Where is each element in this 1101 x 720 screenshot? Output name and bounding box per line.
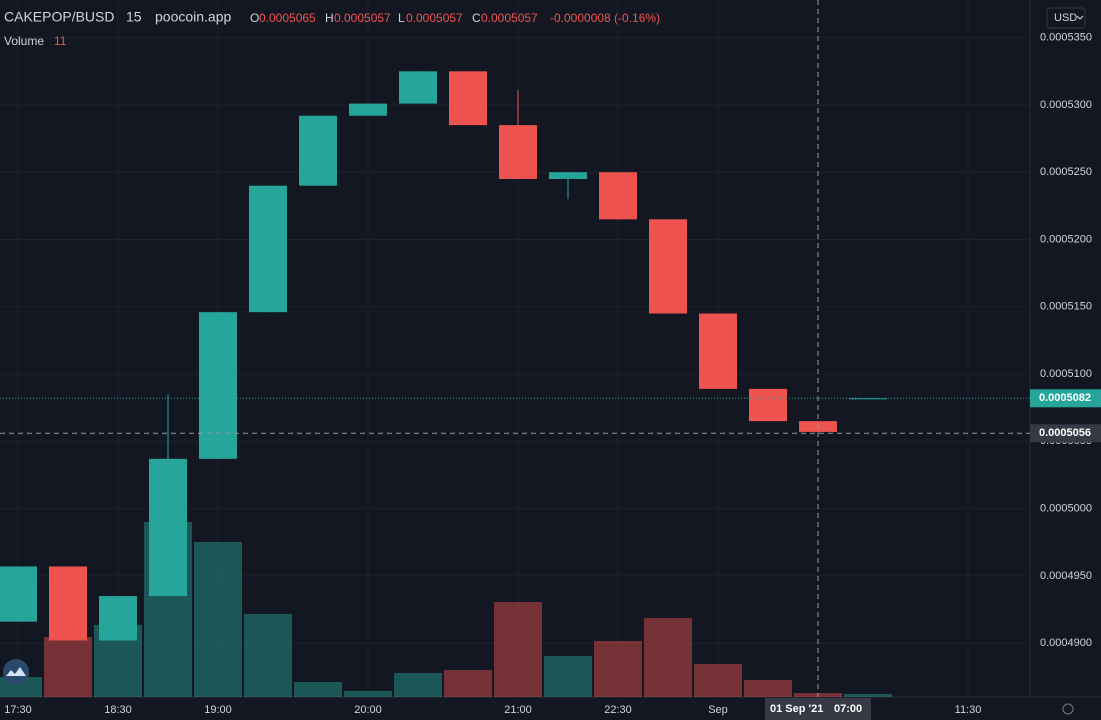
candle-body — [699, 313, 737, 389]
y-tick-label: 0.0004900 — [1040, 637, 1092, 649]
candle-body — [499, 125, 537, 179]
volume-bar — [544, 656, 592, 697]
h-value: 0.0005057 — [334, 11, 391, 25]
y-tick-label: 0.0005350 — [1040, 32, 1092, 44]
l-label: L — [398, 11, 405, 25]
volume-label: Volume — [4, 34, 44, 48]
volume-bar — [394, 673, 442, 697]
currency-button[interactable] — [1046, 7, 1086, 29]
candle-body — [149, 458, 187, 597]
y-tick-label: 0.0005300 — [1040, 99, 1092, 111]
volume-bar — [494, 602, 542, 697]
symbol: CAKEPOP/BUSD — [4, 9, 114, 25]
y-tick-label: 0.0005200 — [1040, 233, 1092, 245]
x-tick-label: 22:30 — [604, 704, 632, 716]
o-label: O — [250, 11, 259, 25]
volume-bar — [694, 664, 742, 697]
legend: CAKEPOP/BUSD 15 poocoin.app O 0.0005065 … — [4, 9, 660, 48]
logo — [3, 659, 29, 685]
c-value: 0.0005057 — [481, 11, 538, 25]
o-value: 0.0005065 — [259, 11, 316, 25]
candle-body — [49, 566, 87, 641]
candle-body — [599, 172, 637, 220]
last-price-badge — [1030, 389, 1101, 408]
candle-body — [449, 71, 487, 126]
l-value: 0.0005057 — [406, 11, 463, 25]
candle-layer — [0, 71, 887, 641]
candle-body — [299, 115, 337, 186]
volume-bar — [194, 542, 242, 697]
change: -0.0000008 (-0.16%) — [550, 11, 660, 25]
candle-body — [749, 388, 787, 422]
crosshair-price-label: 0.0005056 — [1039, 427, 1091, 439]
volume-bar — [294, 682, 342, 697]
volume-value: 11 — [54, 34, 67, 48]
volume-bar — [844, 694, 892, 697]
c-label: C — [472, 11, 481, 25]
interval: 15 — [126, 9, 142, 25]
y-tick-label: 0.0005250 — [1040, 166, 1092, 178]
x-tick-label: 19:00 — [204, 704, 232, 716]
crosshair-date: 01 Sep '21 — [770, 703, 823, 715]
y-tick-label: 0.0005150 — [1040, 301, 1092, 313]
volume-bar — [244, 614, 292, 697]
volume-bar — [444, 670, 492, 697]
x-tick-label: 17:30 — [4, 704, 32, 716]
candle-body — [649, 219, 687, 314]
crosshair-time: 07:00 — [834, 703, 862, 715]
y-tick-label: 0.0005100 — [1040, 368, 1092, 380]
currency[interactable]: USD — [1054, 12, 1077, 24]
last-price-label: 0.0005082 — [1039, 392, 1091, 404]
x-tick-label: Sep — [708, 704, 728, 716]
candle-body — [249, 185, 287, 313]
candle-body — [349, 103, 387, 116]
candle-body — [99, 596, 137, 641]
y-tick-label: 0.0005000 — [1040, 503, 1092, 515]
volume-bar — [744, 680, 792, 697]
dropdown-icon — [1076, 15, 1084, 20]
candle-body — [0, 566, 37, 622]
x-tick-label: 11:30 — [955, 704, 982, 716]
crosshair-time-badge — [765, 698, 871, 720]
h-label: H — [325, 11, 334, 25]
source: poocoin.app — [155, 9, 232, 25]
settings-icon[interactable] — [1062, 703, 1074, 715]
volume-bar — [44, 637, 92, 697]
y-tick-label: 0.0004950 — [1040, 570, 1092, 582]
candle-body — [549, 172, 587, 179]
candle-body — [199, 312, 237, 459]
volume-bar — [594, 641, 642, 697]
crosshair-price-badge — [1030, 424, 1101, 443]
volume-bar — [644, 618, 692, 697]
volume-bar — [344, 691, 392, 697]
candle-body — [399, 71, 437, 104]
x-tick-label: 18:30 — [104, 704, 132, 716]
x-tick-label: 21:00 — [504, 704, 532, 716]
x-tick-label: 20:00 — [354, 704, 382, 716]
